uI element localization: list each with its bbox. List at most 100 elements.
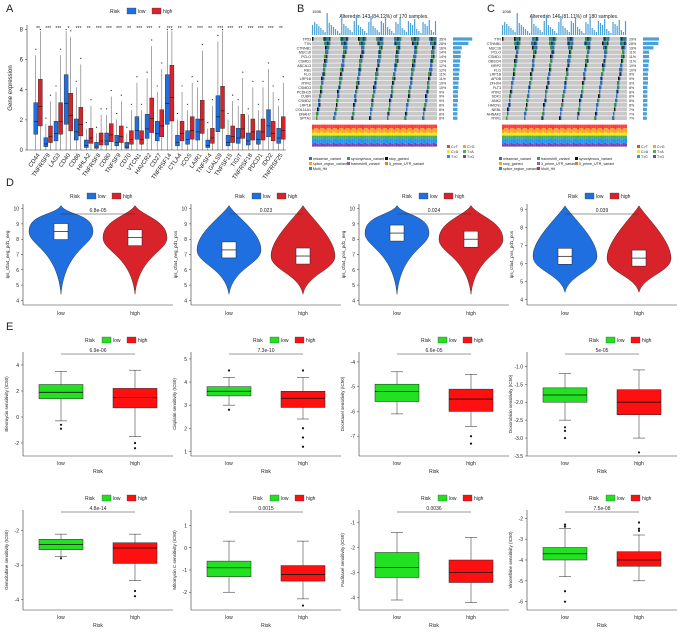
- panel-b-snv-bar: [345, 135, 348, 139]
- panel-a-outlier-low: [278, 99, 280, 101]
- panel-e-pvalue: 0.0015: [258, 506, 274, 512]
- panel-b-snv-bar: [339, 142, 342, 147]
- panel-d-legend-low-label: low: [98, 194, 106, 200]
- panel-c-snv-bar: [622, 135, 625, 139]
- panel-c-top-bar: [554, 31, 556, 35]
- panel-c-snv-bar: [518, 132, 521, 136]
- panel-a-outlier-high: [130, 103, 133, 105]
- panel-a-box-high: [108, 123, 114, 142]
- panel-c-alteration: [529, 81, 531, 85]
- panel-c-alteration: [543, 103, 545, 107]
- panel-a-legend-high-key: [151, 7, 162, 15]
- panel-c-alteration: [585, 37, 587, 41]
- panel-b-top-bar: [389, 29, 391, 35]
- panel-c-pct-label: 11%: [629, 60, 637, 64]
- panel-e-outlier-high: [133, 441, 137, 445]
- panel-b-snv-bar: [324, 139, 327, 145]
- panel-e-label: E: [6, 321, 13, 333]
- panel-b-snv-bar: [351, 138, 354, 143]
- panel-e-outlier-high: [133, 589, 137, 593]
- panel-c-snv-bar: [587, 138, 590, 144]
- panel-a-box-high: [78, 107, 84, 137]
- panel-b-snv-bar: [418, 144, 421, 147]
- panel-b-alteration: [430, 37, 432, 41]
- panel-a-star: *: [159, 26, 161, 32]
- panel-b-gene-label: PCLO: [301, 55, 311, 59]
- panel-c-snv-label: C>G: [657, 145, 665, 149]
- panel-c-snv-bar: [506, 124, 509, 129]
- panel-d-xtick-label: high: [130, 311, 140, 317]
- panel-b-alteration: [415, 37, 417, 41]
- panel-b-alteration: [397, 50, 399, 54]
- panel-b-alteration: [358, 81, 360, 85]
- panel-e-ytick-label: -1.0: [514, 364, 523, 370]
- panel-c-snv-bar: [608, 129, 611, 134]
- panel-c-side-bar: [643, 77, 648, 81]
- panel-a-outlier-low: [85, 122, 87, 124]
- panel-c-alteration: [601, 81, 603, 85]
- panel-c-snv-bar: [527, 139, 530, 145]
- panel-c-alteration: [596, 111, 598, 116]
- panel-b-alteration: [382, 37, 384, 41]
- panel-b-top-bar: [418, 31, 420, 35]
- panel-b-top-bar: [330, 25, 332, 35]
- panel-c-alteration: [602, 72, 604, 76]
- panel-c-alteration: [517, 37, 519, 41]
- panel-c-top-bar: [504, 22, 506, 35]
- panel-c-alteration: [622, 37, 624, 41]
- panel-b-alteration: [344, 54, 346, 59]
- panel-c-snv-bar: [577, 129, 580, 134]
- panel-c-snv-bar: [502, 129, 505, 134]
- panel-c-gene-label: CSMD1: [488, 55, 501, 59]
- panel-b-pct-label: 8%: [439, 117, 445, 121]
- panel-b-alteration: [342, 41, 344, 46]
- panel-c-alteration: [528, 85, 530, 90]
- panel-b-alteration: [415, 41, 417, 46]
- panel-b-snv-bar: [330, 139, 333, 145]
- panel-a-box-low: [205, 139, 211, 148]
- panel-c-alteration: [586, 59, 588, 63]
- panel-c-snv-bar: [549, 143, 553, 147]
- panel-b-top-bar: [387, 27, 389, 35]
- panel-c-gene-label: CTNNB1: [487, 42, 501, 46]
- panel-b-snv-bar: [341, 124, 344, 129]
- panel-b-snv-bar: [422, 128, 425, 133]
- panel-c-snv-bar: [533, 144, 536, 147]
- panel-c-legend-label: Multi_Hit: [541, 167, 555, 171]
- panel-b-alteration: [361, 54, 363, 59]
- panel-c-snv-bar: [564, 139, 567, 145]
- panel-b-alteration: [410, 76, 412, 81]
- panel-b-alteration: [397, 41, 399, 46]
- panel-b-snv-bar: [353, 132, 356, 136]
- panel-c-alteration: [622, 54, 624, 59]
- panel-c-alteration: [563, 94, 565, 98]
- panel-c-snv-bar: [599, 135, 603, 139]
- panel-c-top-bar: [602, 25, 604, 35]
- panel-a-box-high: [88, 128, 94, 144]
- panel-b-snv-bar: [362, 139, 365, 145]
- panel-c-snv-bar: [516, 138, 519, 143]
- panel-c-alteration: [607, 37, 609, 41]
- panel-c-alteration: [551, 45, 553, 50]
- panel-c-snv-bar: [504, 142, 507, 147]
- panel-b-snv-bar: [330, 124, 333, 130]
- panel-b-side-bar: [453, 85, 459, 89]
- panel-b-top-bar: [334, 29, 337, 35]
- panel-c-snv-bar: [554, 124, 557, 129]
- panel-b-snv-bar: [384, 138, 388, 144]
- panel-d-legend-high-label: high: [621, 194, 631, 200]
- panel-b-alteration: [375, 85, 377, 90]
- panel-b-alteration: [394, 72, 396, 76]
- panel-c-snv-bar: [597, 135, 600, 139]
- panel-e-legend-title: Risk: [589, 338, 599, 344]
- panel-c-alteration: [603, 67, 605, 72]
- panel-b-snv-bar: [378, 135, 381, 139]
- panel-c-snv-bar: [577, 135, 580, 140]
- panel-d-ytick-label: 8: [520, 225, 523, 231]
- panel-c-alteration: [515, 37, 517, 41]
- panel-b-alteration: [411, 72, 413, 76]
- panel-b-alteration: [405, 111, 407, 116]
- panel-c-snv-bar: [574, 138, 578, 144]
- panel-c-alteration: [509, 98, 511, 103]
- panel-b-alteration: [422, 116, 424, 120]
